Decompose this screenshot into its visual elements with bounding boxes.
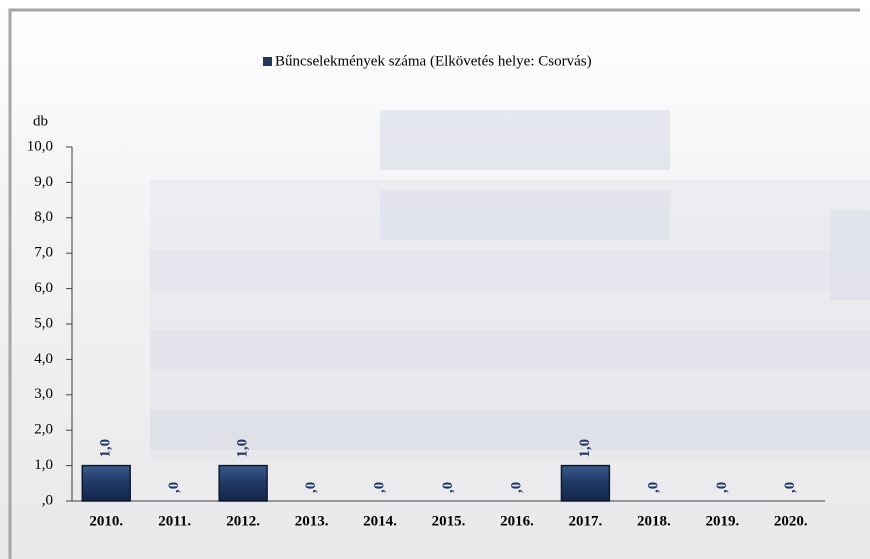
value-label: ,0 [166,482,182,493]
y-tick-label: ,0 [42,492,53,508]
value-label: ,0 [440,482,456,493]
x-tick-label: 2018. [637,513,671,529]
x-tick-label: 2011. [158,513,191,529]
value-label: ,0 [714,482,730,493]
y-tick-label: 8,0 [34,209,53,225]
x-tick-label: 2012. [226,513,260,529]
y-tick-label: 9,0 [34,174,53,190]
y-tick-label: 6,0 [34,280,53,296]
legend-swatch [263,57,272,66]
x-tick-label: 2017. [569,513,603,529]
frame [8,8,860,559]
value-label: 1,0 [98,439,114,458]
value-label: ,0 [303,482,319,493]
y-tick-label: 4,0 [34,351,53,367]
x-tick-label: 2015. [432,513,466,529]
bar [81,464,131,502]
y-tick-label: 3,0 [34,386,53,402]
value-label: ,0 [508,482,524,493]
x-tick-label: 2013. [295,513,329,529]
y-tick-label: 10,0 [27,138,53,154]
bar [560,464,611,502]
legend-label: Bűncselekmények száma (Elkövetés helye: … [275,53,592,69]
y-tick-label: 1,0 [34,457,53,473]
x-tick-label: 2020. [774,513,808,529]
value-label: ,0 [782,482,798,493]
x-tick-label: 2010. [89,513,123,529]
x-tick-label: 2014. [363,513,397,529]
y-tick-label: 5,0 [34,315,53,331]
x-tick-label: 2019. [705,513,739,529]
x-tick-label: 2016. [500,513,534,529]
y-tick-label: 7,0 [34,245,53,261]
value-label: ,0 [371,482,387,493]
value-label: ,0 [645,482,661,493]
background-photo [150,110,870,460]
bar [218,464,268,502]
y-tick-label: 2,0 [34,422,53,438]
value-label: 1,0 [235,439,251,458]
value-label: 1,0 [577,439,593,458]
y-axis-label: db [33,113,48,129]
